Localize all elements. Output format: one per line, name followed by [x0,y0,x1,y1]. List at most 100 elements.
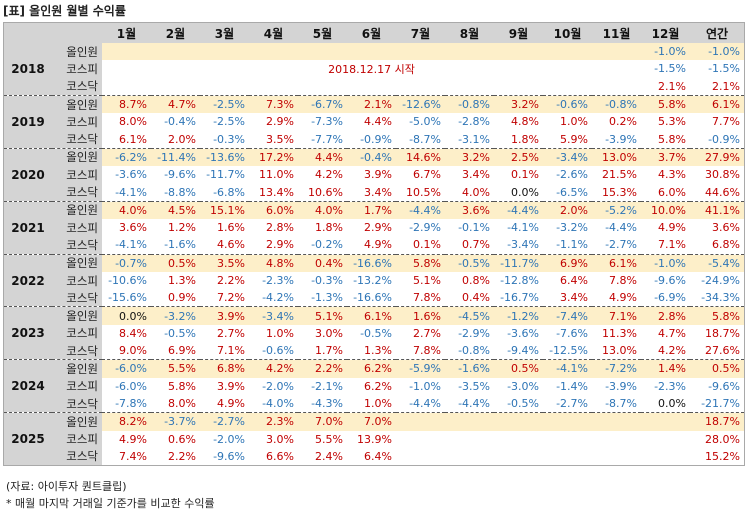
monthly-return-cell [641,448,690,465]
monthly-return-cell: 0.5% [151,253,200,272]
monthly-return-cell [543,431,592,448]
monthly-return-cell: 5.9% [560,132,588,146]
monthly-return-cell: 2.2% [298,359,347,378]
monthly-return-cell: 3.9% [217,379,245,393]
monthly-return-cell: 4.9% [364,238,392,252]
table-row: 코스닥 -4.1% -1.6% 4.6% 2.9% -0.2% 4.9% 0.1% 0.7% -3… [4,236,744,255]
monthly-return-cell: 5.8% [641,94,690,114]
monthly-return-cell: 1.0% [560,115,588,129]
monthly-return-cell: 10.5% [406,185,441,199]
table-row: 2023 올인원 0.0% -3.2% 3.9% -3.4% 5.1% 6.1% 1.6% -4.… [4,306,744,360]
table-row: 2022 올인원 -0.7% 0.5% 3.5% 4.8% 0.4% -16.6% 5.8% -0… [4,253,744,307]
year-label: 2025 [4,412,52,466]
monthly-returns-table: 1월 2월 3월 4월 5월 6월 7월 8월 9월 10월 11월 12월 연… [4,23,744,466]
monthly-return-cell: 2.9% [266,238,294,252]
year-label: 2019 [4,94,52,149]
monthly-return-cell: -12.6% [396,94,445,114]
monthly-return-cell: 0.9% [168,291,196,305]
monthly-return-cell: 8.7% [102,94,151,114]
monthly-return-cell: 2.5% [494,147,543,167]
monthly-return-cell: 0.6% [168,432,196,446]
monthly-return-cell: 2.1% [658,79,686,93]
table-row: 코스닥 -7.8% 8.0% 4.9% -4.0% -4.3% 1.0% -4.4% -4.4%… [4,394,744,413]
monthly-return-cell: 0.8% [462,274,490,287]
series-label: 코스닥 [52,289,102,307]
monthly-return-cell [445,431,494,448]
monthly-return-cell: -5.9% [396,359,445,378]
monthly-return-cell: 6.2% [347,359,396,378]
annual-return-cell: -5.4% [690,253,744,272]
monthly-return-cell: -1.5% [654,62,686,76]
monthly-return-cell: 8.4% [119,326,147,340]
series-label: 코스피 [52,166,102,184]
series-label: 코스피 [52,324,102,343]
empty-cell [102,43,641,61]
annual-return-cell: 18.7% [705,326,740,340]
monthly-return-cell: 1.2% [168,221,196,235]
monthly-return-cell: 6.9% [543,253,592,272]
monthly-return-cell: 4.4% [298,147,347,167]
method-note: * 매월 마지막 거래일 기준가를 비교한 수익률 [6,497,215,510]
monthly-return-cell: 2.9% [364,221,392,235]
monthly-return-cell [396,412,445,431]
monthly-return-cell: -7.6% [556,326,588,340]
monthly-return-cell: -6.7% [298,94,347,114]
table-row: 2024 올인원 -6.0% 5.5% 6.8% 4.2% 2.2% 6.2% -5.9% -1.… [4,359,744,413]
series-label: 올인원 [52,43,102,61]
header-month: 12월 [641,23,690,43]
header-row: 1월 2월 3월 4월 5월 6월 7월 8월 9월 10월 11월 12월 연… [4,23,744,43]
monthly-return-cell: 2.2% [217,274,245,287]
monthly-return-cell: 3.4% [462,168,490,182]
monthly-return-cell: -0.9% [360,132,392,146]
monthly-return-cell: -9.6% [654,274,686,287]
table-row: 2019 올인원 8.7% 4.7% -2.5% 7.3% -6.7% 2.1% -12.6% -… [4,94,744,149]
header-month: 7월 [396,23,445,43]
monthly-return-cell: 13.9% [357,432,392,446]
monthly-return-cell: 6.0% [249,200,298,219]
series-label: 올인원 [52,147,102,167]
monthly-return-cell: 0.5% [494,359,543,378]
monthly-return-cell: -8.8% [164,185,196,199]
series-label: 코스닥 [52,342,102,360]
monthly-return-cell: 0.4% [298,253,347,272]
monthly-return-cell: 5.8% [168,379,196,393]
monthly-return-cell: -16.6% [347,253,396,272]
monthly-return-cell: 2.0% [543,200,592,219]
monthly-return-cell: -3.9% [605,379,637,393]
monthly-return-cell: -6.0% [115,379,147,393]
monthly-return-cell: -3.0% [507,379,539,393]
monthly-return-cell: 10.0% [641,200,690,219]
header-corner [52,23,102,43]
monthly-return-cell: -0.4% [164,115,196,129]
monthly-return-cell: -2.3% [262,274,294,287]
year-label: 2018 [4,43,52,96]
monthly-return-cell: 4.2% [315,168,343,182]
monthly-return-cell: 5.5% [315,432,343,446]
series-label: 올인원 [52,253,102,272]
empty-cell [102,78,641,96]
monthly-return-cell: -15.6% [108,291,147,305]
returns-table-container: 1월 2월 3월 4월 5월 6월 7월 8월 9월 10월 11월 12월 연… [3,22,745,467]
monthly-return-cell: -4.1% [543,359,592,378]
table-row: 코스피 -3.6% -9.6% -11.7% 11.0% 4.2% 3.9% 6.7% 3.4%… [4,166,744,184]
monthly-return-cell: 6.1% [347,306,396,325]
monthly-return-cell: 1.8% [315,221,343,235]
monthly-return-cell: 3.9% [200,306,249,325]
monthly-return-cell: 2.7% [217,326,245,340]
series-label: 올인원 [52,412,102,431]
monthly-return-cell: -0.7% [102,253,151,272]
monthly-return-cell: -7.8% [115,397,147,411]
monthly-return-cell: -16.6% [353,291,392,305]
annual-return-cell: -9.6% [708,379,740,393]
monthly-return-cell: -0.6% [262,344,294,358]
monthly-return-cell: 1.6% [217,221,245,235]
monthly-return-cell: -7.4% [543,306,592,325]
monthly-return-cell: -1.0% [641,253,690,272]
monthly-return-cell: 5.3% [658,115,686,129]
monthly-return-cell: 2.0% [168,132,196,146]
monthly-return-cell: 7.4% [119,449,147,463]
monthly-return-cell: -3.9% [605,132,637,146]
monthly-return-cell: 7.0% [347,412,396,431]
monthly-return-cell: 2.1% [347,94,396,114]
series-label: 코스닥 [52,130,102,149]
